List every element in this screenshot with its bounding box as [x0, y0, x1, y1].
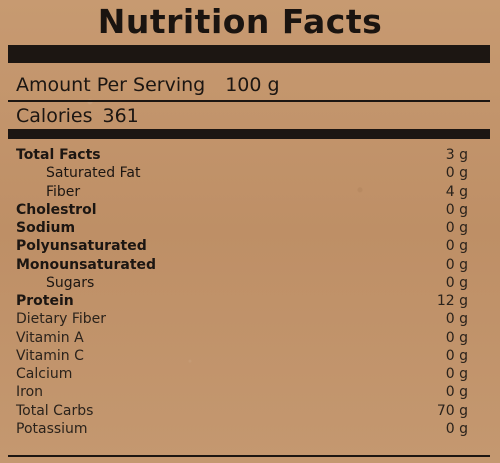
nutrient-value: 0 g: [445, 201, 468, 218]
bottom-divider: [8, 455, 490, 457]
nutrient-row: Iron 0 g: [16, 383, 468, 401]
nutrient-row: Fiber 4 g: [16, 183, 468, 201]
calories: Calories 361: [16, 103, 139, 129]
nutrient-label: Potassium: [16, 420, 88, 437]
nutrient-label: Total Facts: [16, 147, 101, 164]
nutrient-row: Protein 12 g: [16, 292, 468, 310]
nutrient-value: 0 g: [445, 256, 468, 273]
nutrient-list: Total Facts 3 g Saturated Fat 0 g Fiber 4 g Ch…: [16, 146, 468, 438]
nutrient-label: Total Carbs: [16, 402, 94, 419]
nutrient-value: 3 g: [445, 147, 468, 164]
nutrient-label: Saturated Fat: [46, 165, 141, 182]
nutrient-row: Dietary Fiber 0 g: [16, 310, 468, 328]
calories-value: 361: [102, 105, 139, 127]
nutrient-row: Total Facts 3 g: [16, 146, 468, 164]
nutrient-value: 0 g: [445, 238, 468, 255]
nutrient-row: Total Carbs 70 g: [16, 402, 468, 420]
nutrient-label: Cholestrol: [16, 201, 97, 218]
nutrient-label: Dietary Fiber: [16, 311, 107, 328]
medium-divider: [8, 129, 490, 139]
nutrient-value: 70 g: [436, 402, 468, 419]
nutrient-value: 0 g: [445, 347, 468, 364]
serving-size: Amount Per Serving 100 g: [16, 72, 280, 98]
nutrient-row: Polyunsaturated 0 g: [16, 237, 468, 255]
nutrient-label: Protein: [16, 293, 74, 310]
nutrient-value: 0 g: [445, 366, 468, 383]
nutrient-label: Vitamin C: [16, 347, 84, 364]
nutrient-value: 0 g: [445, 311, 468, 328]
nutrient-label: Polyunsaturated: [16, 238, 147, 255]
nutrient-value: 12 g: [436, 293, 468, 310]
nutrient-label: Sodium: [16, 220, 76, 237]
nutrient-label: Vitamin A: [16, 329, 84, 346]
top-thick-divider: [8, 45, 490, 63]
nutrient-value: 4 g: [445, 183, 468, 200]
nutrient-row: Cholestrol 0 g: [16, 201, 468, 219]
nutrient-value: 0 g: [445, 329, 468, 346]
thin-divider: [8, 100, 490, 102]
nutrient-value: 0 g: [445, 165, 468, 182]
nutrient-label: Calcium: [16, 366, 73, 383]
nutrient-value: 0 g: [445, 274, 468, 291]
nutrient-row: Vitamin A 0 g: [16, 329, 468, 347]
nutrient-label: Monounsaturated: [16, 256, 157, 273]
serving-label: Amount Per Serving: [16, 74, 206, 96]
nutrient-row: Potassium 0 g: [16, 420, 468, 438]
calories-label: Calories: [16, 105, 93, 127]
nutrient-row: Monounsaturated 0 g: [16, 256, 468, 274]
nutrient-row: Sugars 0 g: [16, 274, 468, 292]
nutrient-label: Iron: [16, 384, 44, 401]
nutrient-value: 0 g: [445, 420, 468, 437]
nutrient-value: 0 g: [445, 384, 468, 401]
nutrient-value: 0 g: [445, 220, 468, 237]
serving-amount: 100 g: [225, 74, 280, 96]
nutrient-label: Fiber: [46, 183, 81, 200]
nutrient-row: Sodium 0 g: [16, 219, 468, 237]
nutrient-row: Saturated Fat 0 g: [16, 164, 468, 182]
nutrient-row: Vitamin C 0 g: [16, 347, 468, 365]
page-title: Nutrition Facts: [97, 2, 383, 41]
nutrient-row: Calcium 0 g: [16, 365, 468, 383]
nutrient-label: Sugars: [46, 274, 95, 291]
